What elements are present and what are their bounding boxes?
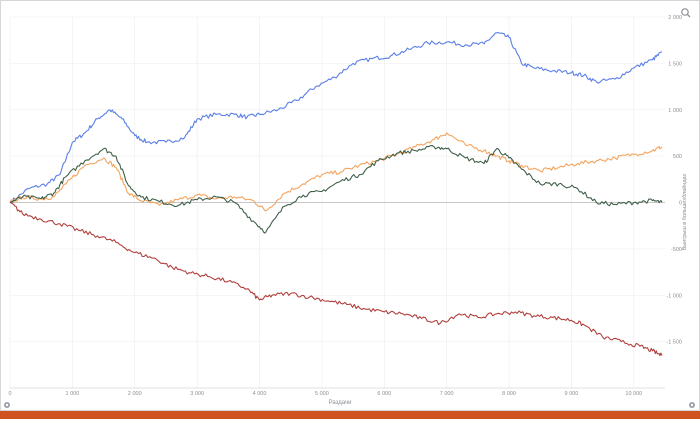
y-tick-label: 1 500 — [668, 61, 682, 67]
x-tick-label: 8 000 — [502, 391, 516, 397]
y-tick-label: 500 — [673, 154, 682, 160]
y-tick-label: -1 000 — [666, 293, 682, 299]
series-line-4 — [9, 201, 663, 357]
series-line-2 — [9, 132, 663, 212]
y-tick-label: -500 — [671, 247, 682, 253]
y-axis-ticks: 2 000 1 500 1 000 500 0 -500 -1 000 -1 500 — [666, 15, 682, 346]
settings-gear-icon[interactable] — [689, 402, 695, 408]
x-tick-label: 0 — [8, 391, 11, 397]
x-tick-label: 9 000 — [565, 391, 579, 397]
y-tick-label: 0 — [679, 201, 682, 207]
zoom-icon[interactable] — [681, 8, 691, 18]
y-tick-label: 2 000 — [668, 15, 682, 21]
x-tick-label: 2 000 — [128, 391, 142, 397]
x-tick-label: 5 000 — [315, 391, 329, 397]
x-tick-label: 4 000 — [253, 391, 267, 397]
y-tick-label: -1 500 — [666, 340, 682, 346]
y-tick-label: 1 000 — [668, 108, 682, 114]
x-axis-label: Раздачи — [329, 400, 352, 406]
grid — [9, 16, 665, 389]
x-axis-ticks: 0 1 000 2 000 3 000 4 000 5 000 6 000 7 000 8 00… — [8, 391, 642, 397]
x-tick-label: 7 000 — [440, 391, 454, 397]
y-axis-label: Выигрыш в большихблайндах — [681, 173, 688, 250]
x-tick-label: 10 000 — [625, 391, 642, 397]
settings-gear-icon[interactable] — [4, 402, 10, 408]
series-line-1 — [9, 31, 663, 204]
x-tick-label: 1 000 — [65, 391, 79, 397]
series-line-3 — [9, 145, 663, 234]
series-layer — [9, 31, 663, 357]
window-frame — [0, 0, 700, 411]
x-tick-label: 3 000 — [190, 391, 204, 397]
x-tick-label: 6 000 — [377, 391, 391, 397]
window-bottom-bar — [0, 411, 700, 419]
